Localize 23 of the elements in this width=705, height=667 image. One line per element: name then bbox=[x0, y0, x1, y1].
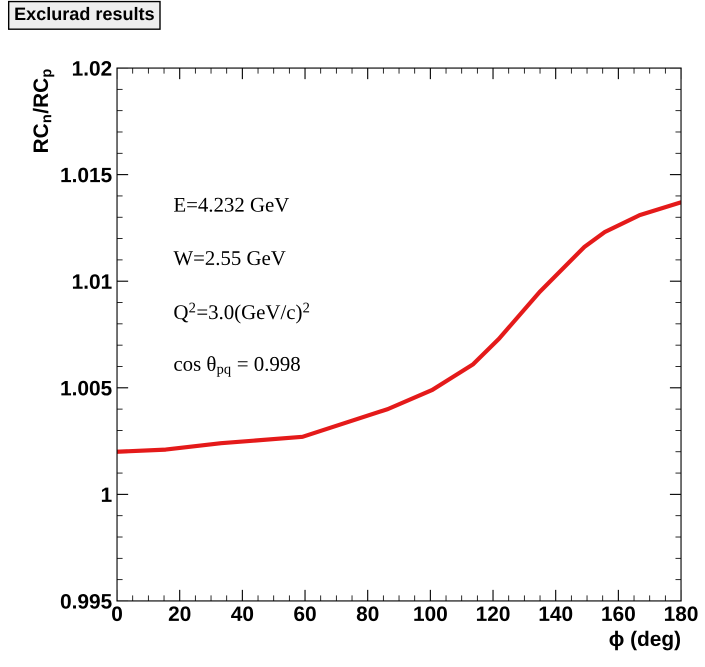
y-tick-label: 1.01 bbox=[72, 274, 112, 289]
x-tick-label: 120 bbox=[476, 606, 510, 622]
x-tick-label: 20 bbox=[168, 606, 190, 622]
annotation: cos θ$_{pq}$ = 0.998 bbox=[174, 356, 300, 377]
x-tick-label: 80 bbox=[356, 606, 378, 622]
x-axis-title: ϕ (deg) bbox=[610, 630, 680, 650]
x-tick-label: 180 bbox=[664, 606, 698, 622]
x-tick-label: 160 bbox=[602, 606, 635, 622]
x-tick-label: 140 bbox=[540, 606, 572, 622]
y-tick-label: 1.005 bbox=[61, 380, 112, 396]
y-tick-label: 1.015 bbox=[61, 168, 112, 182]
y-tick-label: 0.995 bbox=[60, 594, 112, 609]
y-tick-label: 1.02 bbox=[72, 61, 112, 76]
annotation: Q$^{2}$=3.0(GeV/c)$^{2}$ bbox=[174, 302, 310, 324]
x-tick-label: 60 bbox=[294, 606, 316, 622]
y-axis-title: RC$_{n}$/RC$_{p}$ bbox=[32, 69, 54, 152]
annotation: W=2.55 GeV bbox=[173, 251, 286, 266]
x-tick-label: 0 bbox=[112, 606, 122, 622]
annotation: E=4.232 GeV bbox=[174, 198, 290, 212]
x-tick-label: 40 bbox=[231, 606, 254, 622]
y-tick-label: 1 bbox=[102, 488, 112, 502]
chart-title: Exclurad results bbox=[15, 6, 154, 20]
x-tick-label: 100 bbox=[414, 606, 447, 622]
